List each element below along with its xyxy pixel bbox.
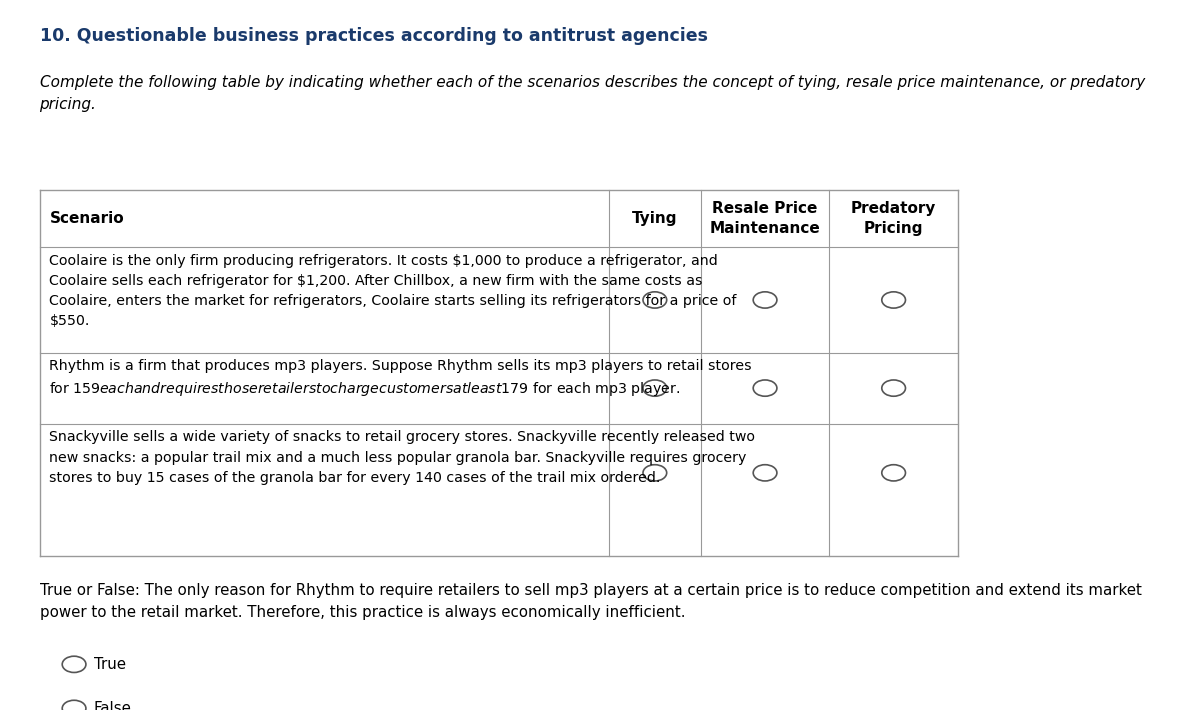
Text: Scenario: Scenario bbox=[49, 211, 124, 226]
Text: Tying: Tying bbox=[632, 211, 678, 226]
Text: True: True bbox=[94, 657, 126, 672]
Text: Predatory
Pricing: Predatory Pricing bbox=[851, 201, 936, 236]
Text: True or False: The only reason for Rhythm to require retailers to sell mp3 playe: True or False: The only reason for Rhyth… bbox=[40, 583, 1141, 621]
Text: Rhythm is a firm that produces mp3 players. Suppose Rhythm sells its mp3 players: Rhythm is a firm that produces mp3 playe… bbox=[49, 359, 752, 398]
Text: Resale Price
Maintenance: Resale Price Maintenance bbox=[709, 201, 821, 236]
Text: 10. Questionable business practices according to antitrust agencies: 10. Questionable business practices acco… bbox=[40, 27, 708, 45]
Text: False: False bbox=[94, 701, 132, 710]
Text: Coolaire is the only firm producing refrigerators. It costs $1,000 to produce a : Coolaire is the only firm producing refr… bbox=[49, 254, 737, 328]
Text: Snackyville sells a wide variety of snacks to retail grocery stores. Snackyville: Snackyville sells a wide variety of snac… bbox=[49, 430, 755, 484]
Text: Complete the following table by indicating whether each of the scenarios describ: Complete the following table by indicati… bbox=[40, 75, 1145, 111]
